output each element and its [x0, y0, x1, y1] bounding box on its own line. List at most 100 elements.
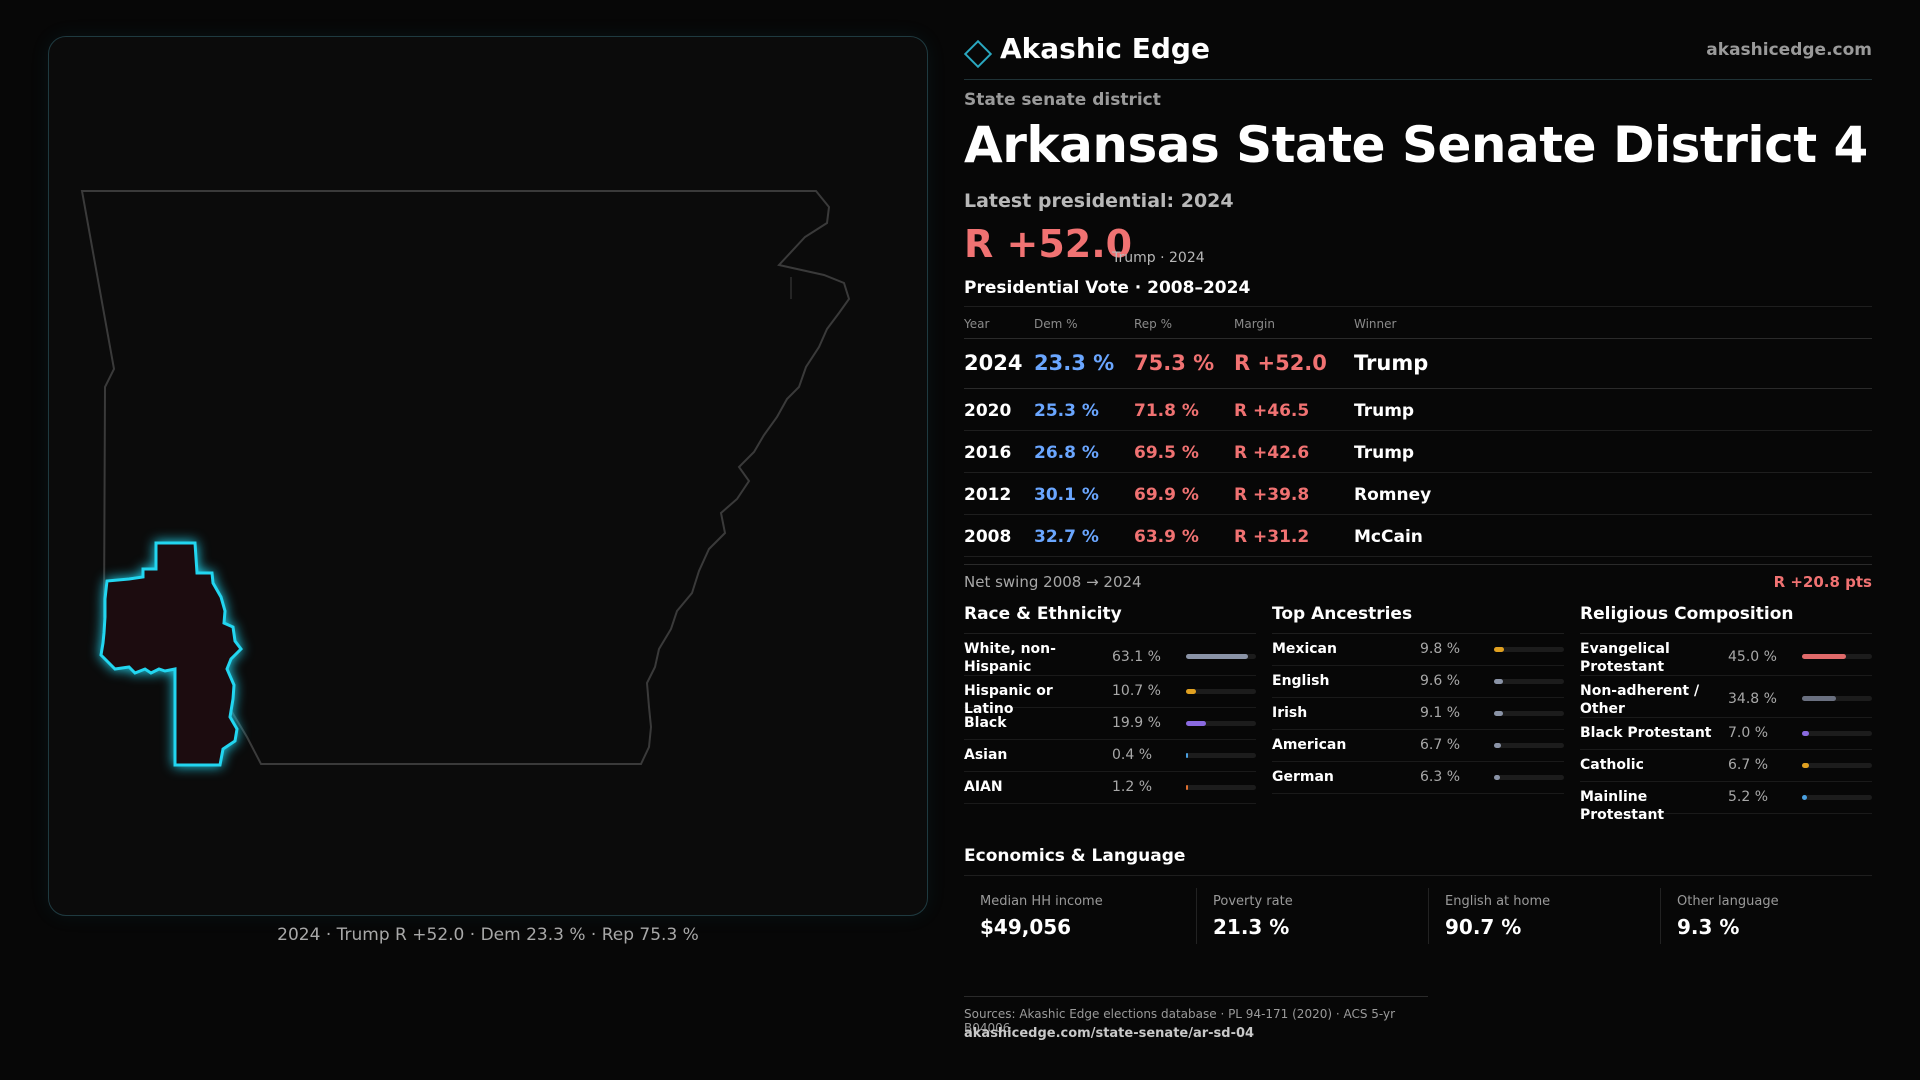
row-dem: 23.3 %: [1034, 351, 1115, 375]
brand-url-link[interactable]: akashicedge.com: [1706, 40, 1872, 60]
map-panel[interactable]: [48, 36, 928, 916]
item-label: Non-adherent / Other: [1580, 683, 1700, 717]
item-bar: [1494, 679, 1564, 684]
item-bar: [1186, 654, 1256, 659]
item-bar-fill: [1494, 743, 1501, 748]
district-4-shape[interactable]: [99, 541, 243, 767]
row-rep: 75.3 %: [1134, 351, 1215, 375]
item-label: Asian: [964, 747, 1008, 763]
stat-poverty-rate: Poverty rate 21.3 %: [1196, 888, 1406, 944]
table-row: 2020 25.3 % 71.8 % R +46.5 Trump: [964, 389, 1872, 431]
row-winner: Trump: [1354, 351, 1429, 375]
economics-stats: Median HH income $49,056 Poverty rate 21…: [964, 888, 1872, 948]
item-label: American: [1272, 737, 1347, 753]
list-item: Irish 9.1 %: [1272, 698, 1564, 730]
item-pct: 63.1 %: [1112, 649, 1161, 665]
row-rep: 71.8 %: [1134, 401, 1199, 421]
page-title: Arkansas State Senate District 4: [964, 116, 1868, 174]
vote-history-table: Year Dem % Rep % Margin Winner 2024 23.3…: [964, 306, 1872, 557]
economics-title: Economics & Language: [964, 846, 1872, 876]
table-row: 2008 32.7 % 63.9 % R +31.2 McCain: [964, 515, 1872, 557]
row-margin: R +39.8: [1234, 485, 1310, 505]
table-header: Year Dem % Rep % Margin Winner: [964, 307, 1872, 339]
item-bar: [1186, 753, 1256, 758]
list-item: Hispanic or Latino 10.7 %: [964, 676, 1256, 717]
row-margin: R +46.5: [1234, 401, 1310, 421]
item-bar-fill: [1494, 711, 1503, 716]
map-caption: 2024 · Trump R +52.0 · Dem 23.3 % · Rep …: [277, 925, 699, 945]
item-bar-fill: [1186, 785, 1188, 790]
item-label: Catholic: [1580, 757, 1644, 773]
row-year: 2016: [964, 443, 1012, 463]
row-year: 2012: [964, 485, 1012, 505]
list-item: White, non-Hispanic 63.1 %: [964, 634, 1256, 676]
item-pct: 9.8 %: [1420, 641, 1461, 657]
row-winner: Trump: [1354, 401, 1415, 421]
row-dem: 26.8 %: [1034, 443, 1099, 463]
net-swing: Net swing 2008 → 2024 R +20.8 pts: [964, 564, 1872, 596]
detail-panel: Akashic Edge akashicedge.com State senat…: [963, 0, 1872, 1080]
item-bar-fill: [1802, 654, 1847, 659]
list-item: Non-adherent / Other 34.8 %: [1580, 676, 1872, 718]
item-pct: 10.7 %: [1112, 683, 1161, 699]
stat-value: 21.3 %: [1213, 915, 1290, 939]
item-pct: 6.7 %: [1728, 757, 1769, 773]
item-bar-fill: [1802, 795, 1808, 800]
latest-margin: R +52.0: [964, 222, 1133, 266]
col-margin: Margin: [1234, 317, 1275, 331]
row-margin: R +42.6: [1234, 443, 1310, 463]
item-bar: [1494, 775, 1564, 780]
item-bar-fill: [1186, 654, 1248, 659]
item-bar: [1186, 689, 1256, 694]
row-dem: 32.7 %: [1034, 527, 1099, 547]
brand-header: Akashic Edge akashicedge.com: [963, 30, 1872, 80]
row-winner: McCain: [1354, 527, 1423, 547]
list-item: Evangelical Protestant 45.0 %: [1580, 634, 1872, 676]
list-item: Asian 0.4 %: [964, 740, 1256, 772]
district-map[interactable]: [49, 37, 929, 917]
item-pct: 45.0 %: [1728, 649, 1777, 665]
ancestries-title: Top Ancestries: [1272, 604, 1564, 634]
district-type: State senate district: [964, 90, 1161, 110]
net-swing-value: R +20.8 pts: [1773, 573, 1872, 591]
source-url-link[interactable]: akashicedge.com/state-senate/ar-sd-04: [964, 1026, 1255, 1041]
state-outline: [80, 190, 851, 765]
stat-value: $49,056: [980, 915, 1072, 939]
row-winner: Romney: [1354, 485, 1432, 505]
item-bar: [1802, 654, 1872, 659]
item-pct: 6.7 %: [1420, 737, 1461, 753]
stat-label: English at home: [1445, 894, 1551, 909]
item-bar: [1186, 721, 1256, 726]
race-ethnicity-title: Race & Ethnicity: [964, 604, 1256, 634]
row-rep: 63.9 %: [1134, 527, 1199, 547]
stat-value: 90.7 %: [1445, 915, 1522, 939]
item-label: Black Protestant: [1580, 725, 1712, 741]
row-margin: R +31.2: [1234, 527, 1310, 547]
list-item: German 6.3 %: [1272, 762, 1564, 794]
col-dem: Dem %: [1034, 317, 1078, 331]
vote-history-title: Presidential Vote · 2008–2024: [964, 278, 1251, 298]
item-bar-fill: [1802, 731, 1809, 736]
stat-label: Median HH income: [980, 894, 1103, 909]
item-pct: 5.2 %: [1728, 789, 1769, 805]
list-item: English 9.6 %: [1272, 666, 1564, 698]
col-year: Year: [964, 317, 990, 331]
item-bar-fill: [1802, 763, 1809, 768]
latest-presidential-label: Latest presidential: 2024: [964, 190, 1234, 212]
item-bar: [1802, 795, 1872, 800]
item-bar-fill: [1802, 696, 1837, 701]
col-rep: Rep %: [1134, 317, 1173, 331]
stat-median-income: Median HH income $49,056: [964, 888, 1174, 944]
race-ethnicity-section: Race & Ethnicity White, non-Hispanic 63.…: [964, 604, 1256, 804]
table-row: 2024 23.3 % 75.3 % R +52.0 Trump: [964, 339, 1872, 389]
row-winner: Trump: [1354, 443, 1415, 463]
stat-english-at-home: English at home 90.7 %: [1428, 888, 1638, 944]
religion-title: Religious Composition: [1580, 604, 1872, 634]
list-item: Catholic 6.7 %: [1580, 750, 1872, 782]
row-rep: 69.9 %: [1134, 485, 1199, 505]
row-year: 2020: [964, 401, 1012, 421]
item-pct: 9.1 %: [1420, 705, 1461, 721]
item-label: Mexican: [1272, 641, 1337, 657]
row-rep: 69.5 %: [1134, 443, 1199, 463]
diamond-logo-icon: [963, 39, 993, 69]
